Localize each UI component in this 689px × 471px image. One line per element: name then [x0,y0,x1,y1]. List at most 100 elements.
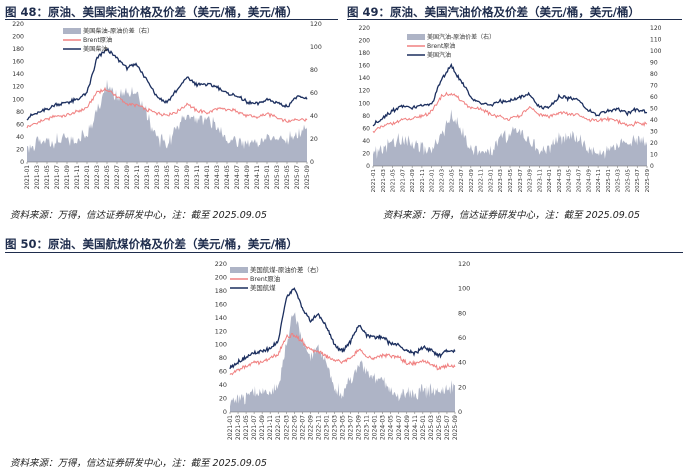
x-tick-label: 2022-07 [299,415,306,440]
y-right-tick-label: 80 [310,67,318,74]
y-left-tick-label: 20 [362,150,370,157]
x-tick-label: 2022-01 [275,415,282,440]
y-right-tick-label: 10 [650,152,658,159]
x-tick-label: 2023-09 [528,169,534,193]
y-left-tick-label: 200 [12,34,24,41]
y-left-tick-label: 220 [215,260,227,268]
figure-50-title: 图 50：原油、美国航煤价格及价差（美元/桶，美元/桶） [5,237,298,251]
y-left-tick-label: 220 [359,25,371,32]
y-left-tick-label: 40 [219,381,227,389]
x-tick-label: 2021-05 [243,415,250,440]
x-tick-label: 2023-11 [364,415,371,440]
legend-label: 美国柴油-原油价差（右） [83,27,153,35]
y-right-tick-label: 110 [650,37,662,44]
x-tick-label: 2022-07 [115,165,121,190]
series-line-1 [26,87,308,129]
y-left-tick-label: 120 [12,84,24,91]
x-tick-label: 2021-11 [267,415,274,440]
x-tick-label: 2022-05 [291,415,298,440]
x-tick-label: 2025-03 [275,165,281,190]
x-tick-label: 2025-09 [452,415,459,440]
y-left-tick-label: 180 [12,46,24,53]
y-left-tick-label: 60 [219,368,227,376]
figure-48-title-rule [5,19,338,20]
y-left-tick-label: 80 [16,109,24,116]
y-left-tick-label: 200 [215,273,227,281]
series-area-0 [373,109,647,166]
legend-label: Brent原油 [427,42,455,50]
legend-label: 美国汽油 [427,51,451,59]
x-tick-label: 2025-07 [444,415,451,440]
y-left-tick-label: 100 [359,100,371,107]
figure-48-chart: 0 20 40 60 80 100 120 140 160 180 200 220 0 20 40 60 80 1… [12,21,322,190]
x-tick-label: 2025-05 [436,415,443,440]
figure-48-title: 图 48：原油、美国柴油价格及价差（美元/桶，美元/桶） [5,5,298,19]
x-tick-label: 2022-03 [440,169,446,193]
y-right-tick-label: 0 [458,408,462,416]
y-left-tick-label: 40 [16,134,24,141]
y-right-tick-label: 80 [650,71,658,78]
x-tick-label: 2023-09 [356,415,363,440]
x-tick-label: 2024-01 [547,169,553,193]
x-tick-label: 2023-11 [537,169,543,193]
legend-label: Brent原油 [83,36,112,44]
x-tick-label: 2022-11 [135,165,141,190]
y-left-tick-label: 160 [12,59,24,66]
x-tick-label: 2022-11 [479,169,485,193]
series-line-1 [372,91,648,134]
y-right-tick-label: 60 [310,90,318,97]
x-tick-label: 2024-03 [215,165,221,190]
x-tick-label: 2025-09 [305,165,311,190]
x-tick-label: 2021-05 [391,169,397,193]
x-tick-label: 2025-05 [285,165,291,190]
legend-label: 美国汽油-原油价差（右） [427,33,495,41]
x-tick-label: 2022-05 [105,165,111,190]
x-tick-label: 2021-01 [25,165,31,190]
y-right-tick-label: 90 [650,60,658,67]
legend-swatch-area [63,28,81,34]
x-tick-label: 2024-09 [586,169,592,193]
legend-swatch-area [407,34,425,40]
x-tick-label: 2024-05 [225,165,231,190]
y-left-tick-label: 40 [362,138,370,145]
figure-49-source: 资料来源：万得，信达证券研发中心，注：截至 2025.09.05 [383,210,640,221]
x-tick-label: 2025-05 [625,169,631,193]
x-tick-label: 2022-09 [307,415,314,440]
y-left-tick-label: 100 [12,96,24,103]
y-left-tick-label: 100 [215,341,227,349]
x-tick-label: 2022-07 [459,169,465,193]
x-tick-label: 2024-07 [235,165,241,190]
y-left-tick-label: 140 [359,75,371,82]
y-right-tick-label: 100 [458,285,470,293]
x-tick-label: 2021-09 [259,415,266,440]
figure-50-chart: 0 20 40 60 80 100 120 140 160 180 200 220 0 20 40 60 80 1… [215,260,470,440]
x-tick-label: 2023-05 [340,415,347,440]
y-left-tick-label: 20 [219,395,227,403]
x-tick-label: 2021-11 [420,169,426,193]
x-tick-label: 2021-11 [75,165,81,190]
x-tick-label: 2024-01 [372,415,379,440]
x-tick-label: 2024-05 [388,415,395,440]
x-tick-label: 2023-03 [498,169,504,193]
x-tick-label: 2024-09 [404,415,411,440]
figure-50-source: 资料来源：万得，信达证券研发中心，注：截至 2025.09.05 [10,458,267,469]
legend-label: 美国航煤-原油价差（右） [250,265,323,274]
y-right-tick-label: 40 [650,117,658,124]
y-right-tick-label: 100 [650,48,662,55]
y-left-tick-label: 80 [219,354,227,362]
x-tick-label: 2022-05 [449,169,455,193]
y-right-tick-label: 0 [650,163,654,170]
y-right-tick-label: 120 [458,260,470,268]
x-tick-label: 2023-03 [331,415,338,440]
y-right-tick-label: 40 [458,359,466,367]
y-left-tick-label: 0 [366,163,370,170]
x-tick-label: 2021-07 [251,415,258,440]
y-right-tick-label: 0 [310,159,314,166]
x-tick-label: 2025-07 [635,169,641,193]
x-tick-label: 2022-01 [85,165,91,190]
x-tick-label: 2022-01 [430,169,436,193]
y-left-tick-label: 220 [12,21,24,28]
x-tick-label: 2022-09 [125,165,131,190]
y-left-tick-label: 60 [362,125,370,132]
y-right-tick-label: 40 [310,113,318,120]
